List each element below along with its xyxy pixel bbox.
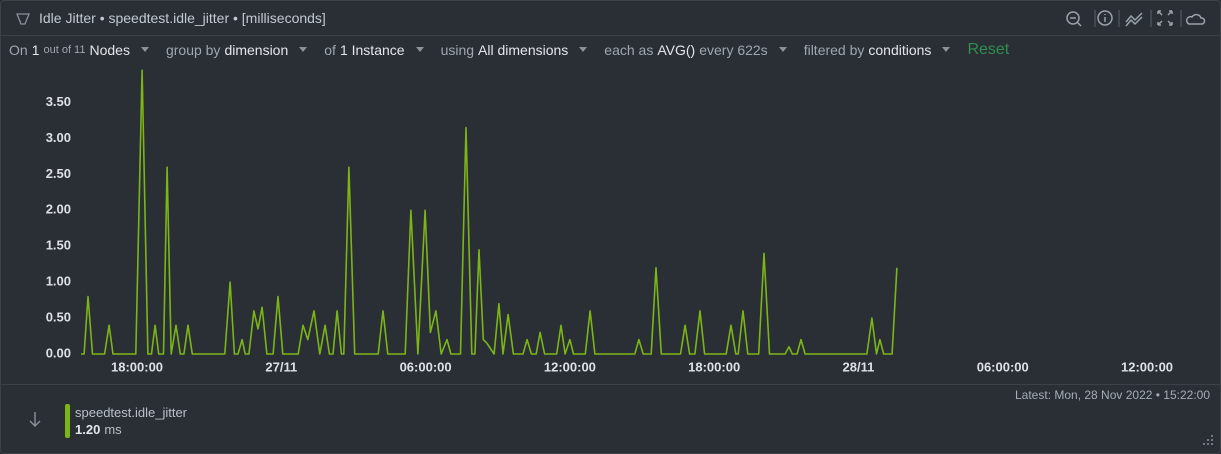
x-tick-label: 06:00:00	[977, 359, 1029, 374]
zoom-button[interactable]	[1066, 11, 1082, 27]
x-tick-label: 27/11	[265, 359, 297, 374]
series-line	[81, 69, 898, 355]
alert-button[interactable]	[1185, 13, 1206, 25]
x-tick-label: 18:00:00	[111, 359, 163, 374]
value: AVG()	[657, 42, 696, 58]
value: 1.20	[75, 422, 101, 437]
header-icons	[1066, 10, 1206, 27]
value: All dimensions	[478, 42, 569, 58]
y-tick-label: 2.00	[46, 202, 71, 217]
value: conditions	[868, 42, 932, 58]
x-tick-label: 12:00:00	[1121, 359, 1173, 374]
chevron	[140, 47, 149, 52]
resize-grip[interactable]	[1200, 434, 1214, 448]
value: 1	[31, 42, 40, 58]
y-tick-label: 2.50	[46, 166, 71, 181]
group-selector[interactable]: group by dimension	[166, 42, 308, 58]
legend-swatch	[65, 404, 70, 438]
value: 1 Instance	[339, 42, 405, 58]
y-tick-label: 1.50	[46, 238, 71, 253]
label: using	[440, 42, 475, 58]
toolbar: On 1 out of 11 Nodes group by dimension of 1 …	[9, 41, 1009, 59]
label: every 622s	[699, 42, 768, 58]
chevron	[299, 47, 308, 52]
fullscreen-button[interactable]	[1157, 10, 1173, 26]
reset-button[interactable]: Reset	[967, 41, 1010, 58]
value: Nodes	[89, 42, 130, 58]
chart: 0.00 0.50 1.00 1.50 2.00 2.50 3.00 3.50 18:00:00…	[46, 69, 1173, 374]
y-tick-label: 3.50	[46, 94, 71, 109]
chevron	[942, 47, 951, 52]
aggregation-selector[interactable]: each as AVG() every 622s	[604, 42, 787, 58]
label: On	[9, 42, 28, 58]
filter-selector[interactable]: filtered by conditions	[804, 42, 952, 58]
nodes-selector[interactable]: On 1 out of 11 Nodes	[9, 42, 150, 58]
info-button[interactable]	[1097, 10, 1113, 26]
x-tick-label: 06:00:00	[400, 359, 452, 374]
footer: Latest: Mon, 28 Nov 2022 • 15:22:00 spee…	[1, 384, 1220, 454]
unit: ms	[104, 422, 122, 437]
label: each as	[604, 42, 654, 58]
chart-title: Idle Jitter • speedtest.idle_jitter • [m…	[39, 10, 326, 26]
chevron	[778, 47, 787, 52]
x-tick-label: 28/11	[843, 359, 875, 374]
instance-selector[interactable]: of 1 Instance	[324, 42, 424, 58]
y-tick-label: 0.50	[46, 310, 71, 325]
value: dimension	[224, 42, 289, 58]
x-tick-label: 12:00:00	[544, 359, 596, 374]
y-tick-label: 0.00	[46, 345, 71, 360]
label: out of 11	[43, 44, 86, 56]
chart-icon	[16, 13, 30, 25]
chart-type-button[interactable]	[1125, 12, 1143, 27]
y-tick-label: 3.00	[46, 130, 71, 145]
chevron	[415, 47, 424, 52]
header: Idle Jitter • speedtest.idle_jitter • [m…	[1, 1, 1220, 36]
latest-timestamp: Latest: Mon, 28 Nov 2022 • 15:22:00	[1015, 388, 1210, 402]
dimension-selector[interactable]: using All dimensions	[441, 42, 589, 58]
legend-name[interactable]: speedtest.idle_jitter	[75, 405, 188, 420]
y-tick-label: 1.00	[46, 274, 71, 289]
label: filtered by	[803, 42, 865, 58]
x-tick-label: 18:00:00	[688, 359, 740, 374]
label: group by	[165, 42, 221, 58]
label: of	[324, 42, 336, 58]
collapse-arrow[interactable]	[28, 411, 42, 429]
chevron	[579, 47, 588, 52]
legend-value: 1.20 ms	[75, 422, 122, 437]
